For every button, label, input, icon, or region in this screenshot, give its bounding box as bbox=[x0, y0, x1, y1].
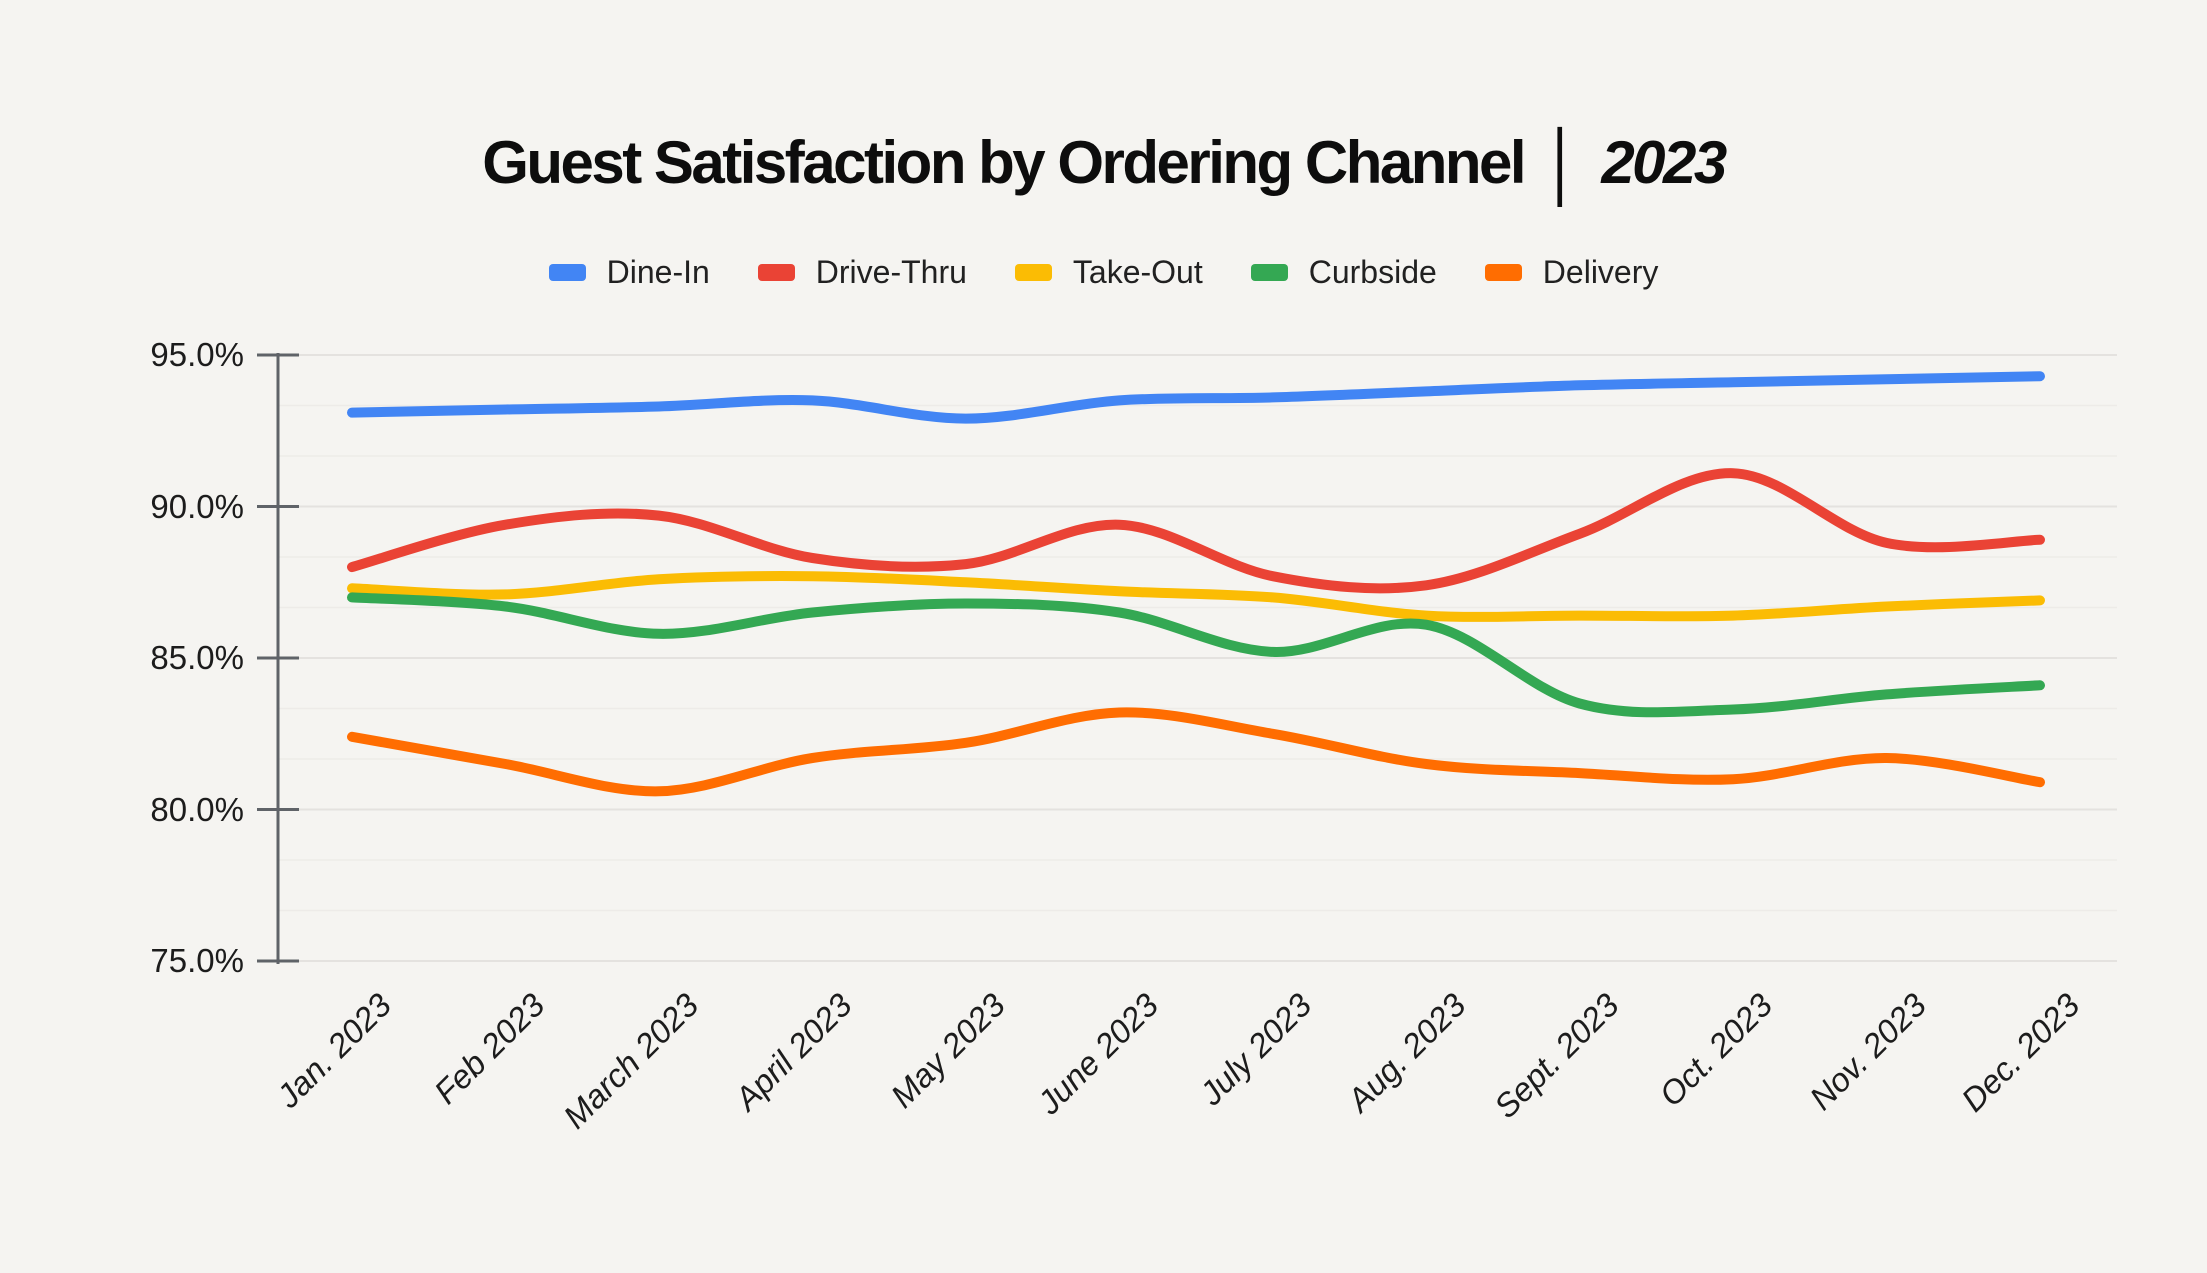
legend-swatch-delivery bbox=[1484, 263, 1522, 281]
series-line-curbside bbox=[347, 592, 2045, 718]
legend: Dine-In Drive-Thru Take-Out Curbside Deliver… bbox=[0, 254, 2207, 290]
legend-label: Drive-Thru bbox=[815, 254, 967, 290]
legend-label: Take-Out bbox=[1072, 254, 1203, 290]
legend-item-curbside: Curbside bbox=[1250, 254, 1437, 290]
y-axis-label: 90.0% bbox=[150, 487, 244, 525]
legend-item-drive-thru: Drive-Thru bbox=[757, 254, 967, 290]
legend-item-delivery: Delivery bbox=[1484, 254, 1659, 290]
series-line-delivery bbox=[347, 707, 2045, 797]
series-line-dine-in bbox=[347, 371, 2045, 424]
legend-label: Dine-In bbox=[606, 254, 710, 290]
legend-swatch-drive-thru bbox=[757, 263, 795, 281]
legend-swatch-dine-in bbox=[548, 263, 586, 281]
legend-swatch-take-out bbox=[1014, 263, 1052, 281]
legend-label: Delivery bbox=[1542, 254, 1659, 290]
legend-item-take-out: Take-Out bbox=[1014, 254, 1203, 290]
y-axis-label: 95.0% bbox=[150, 336, 244, 373]
series-line-drive-thru bbox=[347, 468, 2045, 594]
legend-item-dine-in: Dine-In bbox=[548, 254, 710, 290]
series-line-take-out bbox=[347, 571, 2045, 622]
title-separator-bar: │ bbox=[1542, 127, 1584, 201]
chart-title-main: Guest Satisfaction by Ordering Channel bbox=[482, 129, 1526, 196]
chart-title: Guest Satisfaction by Ordering Channel │ 2… bbox=[0, 126, 2207, 202]
y-axis-label: 80.0% bbox=[150, 790, 244, 828]
legend-label: Curbside bbox=[1308, 254, 1437, 290]
legend-swatch-curbside bbox=[1250, 263, 1288, 281]
chart-title-year: 2023 bbox=[1601, 129, 1727, 196]
y-axis-label: 75.0% bbox=[150, 942, 244, 979]
y-axis-label: 85.0% bbox=[150, 639, 244, 676]
